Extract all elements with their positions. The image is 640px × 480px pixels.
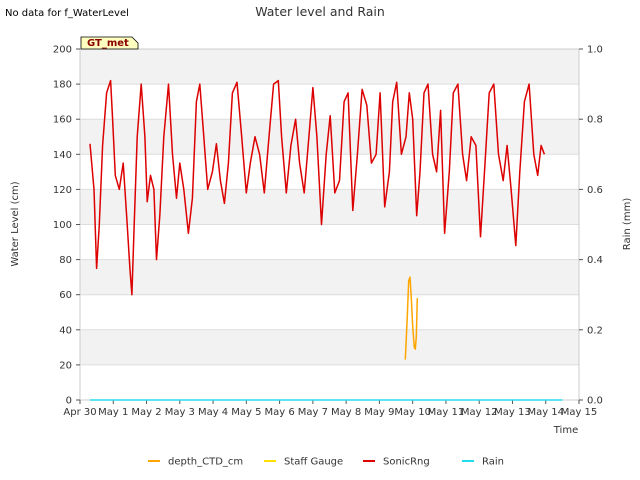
- no-data-note: No data for f_WaterLevel: [5, 8, 129, 19]
- background-band: [80, 189, 579, 225]
- y-axis-title: Water Level (cm): [10, 181, 21, 266]
- y-tick-label: 80: [59, 255, 72, 266]
- y-tick-label: 40: [59, 325, 72, 336]
- x-tick-label: May 6: [264, 407, 294, 418]
- x-tick-label: May 7: [298, 407, 328, 418]
- chart-title: Water level and Rain: [255, 4, 385, 19]
- background-band: [80, 259, 579, 295]
- x-tick-label: May 9: [364, 407, 394, 418]
- y-tick-label: 20: [59, 360, 72, 371]
- series-line-sonicrng: [89, 79, 546, 296]
- y-tick-label: 120: [53, 185, 72, 196]
- y-tick-label: 200: [53, 45, 72, 56]
- y2-tick-label: 0.8: [587, 115, 603, 126]
- y2-tick-label: 0.6: [587, 185, 603, 196]
- x-tick-label: Apr 30: [63, 407, 96, 418]
- x-tick-label: May 3: [165, 407, 195, 418]
- series-lines: [89, 79, 563, 401]
- x-tick-label: May 11: [428, 407, 465, 418]
- y2-tick-label: 0.2: [587, 325, 603, 336]
- x-axis-title: Time: [553, 425, 578, 436]
- legend-label: depth_CTD_cm: [168, 457, 243, 468]
- badge-label: GT_met: [87, 38, 129, 49]
- y-tick-label: 100: [53, 220, 72, 231]
- legend-label: SonicRng: [383, 457, 430, 468]
- x-tick-label: May 8: [331, 407, 361, 418]
- x-tick-label: May 4: [198, 407, 228, 418]
- y-tick-label: 0: [66, 396, 72, 407]
- x-tick-label: May 14: [527, 407, 564, 418]
- background-band: [80, 294, 579, 330]
- x-tick-label: May 12: [461, 407, 498, 418]
- x-tick-label: May 5: [231, 407, 261, 418]
- y2-tick-label: 0.0: [587, 396, 603, 407]
- x-tick-label: May 13: [494, 407, 531, 418]
- legend-label: Staff Gauge: [284, 457, 343, 468]
- badge-shape: [80, 36, 139, 50]
- series-line-depth-ctd-cm: [404, 276, 419, 360]
- x-tick-label: May 1: [98, 407, 128, 418]
- y-axis-left: 0 20 40 60 80 100 120 140 160 180 200: [53, 45, 80, 407]
- background-band: [80, 329, 579, 365]
- background-band: [80, 224, 579, 260]
- background-band: [80, 49, 579, 85]
- background-band: [80, 84, 579, 120]
- x-tick-label: May 10: [394, 407, 431, 418]
- y-tick-label: 140: [53, 150, 72, 161]
- legend: depth_CTD_cm Staff Gauge SonicRng Rain: [148, 457, 504, 468]
- y2-tick-label: 0.4: [587, 255, 603, 266]
- gt-met-badge: GT_met: [80, 36, 139, 50]
- y2-axis-title: Rain (mm): [622, 198, 633, 251]
- y-tick-label: 60: [59, 290, 72, 301]
- y-axis-right: 0.0 0.2 0.4 0.6 0.8 1.0: [579, 45, 603, 407]
- x-tick-label: May 15: [561, 407, 598, 418]
- x-axis: Apr 30 May 1 May 2 May 3 May 4 May 5 May 6 May …: [63, 400, 597, 418]
- x-tick-label: May 2: [131, 407, 161, 418]
- y-tick-label: 160: [53, 115, 72, 126]
- legend-label: Rain: [482, 457, 504, 468]
- y-tick-label: 180: [53, 80, 72, 91]
- y2-tick-label: 1.0: [587, 45, 603, 56]
- background-band: [80, 364, 579, 400]
